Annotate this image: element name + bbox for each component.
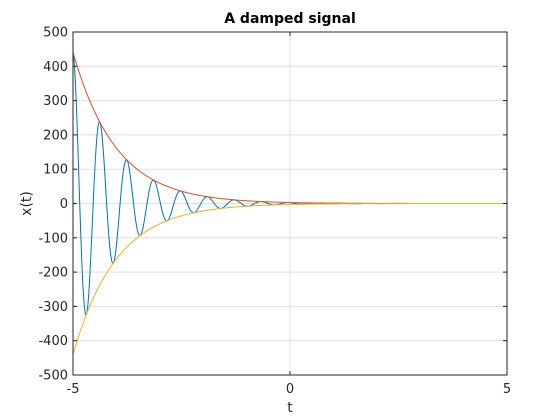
x-tick-label: 0 [286, 382, 294, 397]
series-group [73, 52, 507, 355]
x-axis-label: t [287, 400, 293, 416]
y-tick-label: -400 [38, 334, 68, 349]
y-tick-label: -300 [38, 300, 68, 315]
y-tick-label: -500 [38, 369, 68, 384]
y-tick-label: 100 [43, 163, 68, 178]
y-tick-label: -100 [38, 231, 68, 246]
lower-envelope-line [73, 203, 507, 355]
ticks: -5 0 5 -500 -400 -300 -200 -100 0 100 200 300 400 500 [38, 26, 511, 398]
y-tick-label: 200 [43, 128, 68, 143]
x-tick-label: 5 [503, 382, 511, 397]
y-tick-label: 0 [60, 197, 68, 212]
y-axis-label: x(t) [19, 191, 35, 216]
chart-title: A damped signal [224, 11, 356, 27]
y-tick-label: 500 [43, 26, 68, 41]
x-tick-label: -5 [67, 382, 80, 397]
y-tick-label: -200 [38, 266, 68, 281]
y-tick-label: 300 [43, 94, 68, 109]
y-tick-label: 400 [43, 60, 68, 75]
